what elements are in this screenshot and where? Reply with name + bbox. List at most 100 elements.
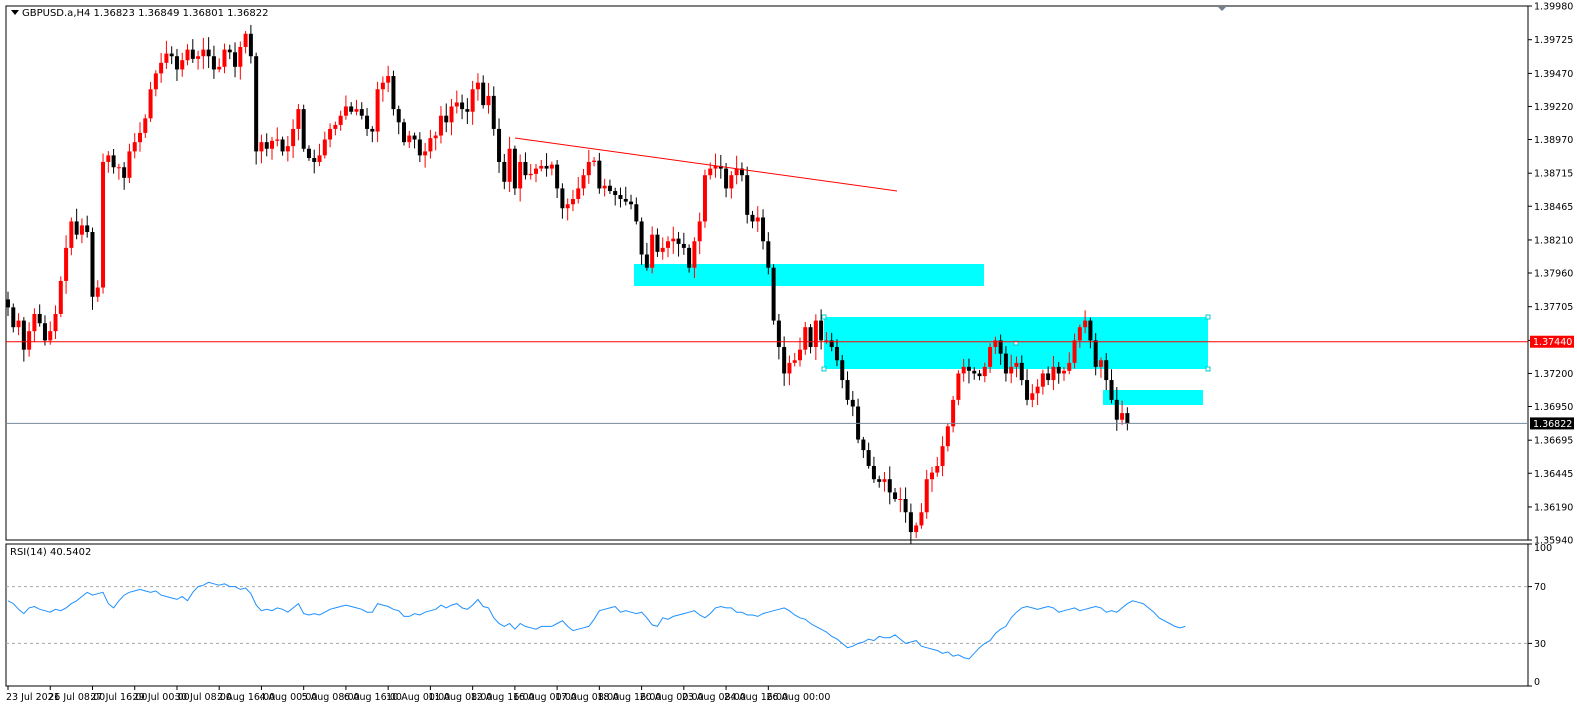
- candle-body: [597, 160, 602, 189]
- candle-body: [79, 225, 84, 235]
- candle: [312, 149, 317, 174]
- chart-shift-marker-icon[interactable]: [1218, 7, 1226, 11]
- candle: [233, 42, 238, 78]
- candle: [58, 276, 63, 318]
- last-price-badge-bg: [1530, 417, 1574, 430]
- candle-body: [1077, 327, 1082, 341]
- candle: [798, 337, 802, 367]
- candle-body: [607, 185, 612, 192]
- price-tick-label: 1.37200: [1534, 369, 1573, 380]
- candle: [95, 280, 100, 302]
- candle-body: [238, 46, 243, 67]
- candle: [882, 471, 887, 492]
- candle-body: [729, 175, 734, 189]
- candle-body: [692, 241, 697, 268]
- symbol-dropdown-icon[interactable]: [11, 10, 19, 15]
- candle-body: [470, 89, 475, 112]
- price-tick-label: 1.39470: [1534, 69, 1573, 80]
- candle-body: [164, 53, 169, 63]
- candle-body: [433, 135, 438, 139]
- candle-body: [211, 56, 216, 70]
- candle: [465, 98, 470, 125]
- candle: [523, 152, 528, 180]
- rsi-axis: 100 70 30 0: [1528, 543, 1552, 688]
- candle-body: [687, 247, 692, 268]
- candle: [354, 99, 359, 116]
- candle-body: [718, 165, 723, 169]
- candle-body: [787, 362, 792, 374]
- zone-box-lower-right[interactable]: [1103, 390, 1203, 405]
- candle-body: [655, 234, 660, 252]
- rsi-label: RSI(14) 40.5402: [10, 547, 91, 558]
- price-lines[interactable]: [6, 341, 1528, 424]
- candle: [534, 163, 538, 183]
- candle-body: [359, 109, 364, 116]
- candle: [676, 231, 681, 257]
- candle: [53, 305, 58, 339]
- candle-body: [871, 465, 876, 480]
- candle-body: [21, 320, 26, 350]
- candle: [106, 151, 111, 173]
- candle-body: [11, 307, 16, 328]
- candle: [507, 136, 512, 193]
- candle: [755, 206, 760, 232]
- candle: [560, 183, 565, 219]
- candle-body: [887, 479, 892, 493]
- candle-body: [449, 106, 454, 123]
- candle-body: [42, 323, 47, 341]
- zone-box-upper-left[interactable]: [634, 264, 984, 286]
- candle: [639, 217, 644, 265]
- candle: [375, 81, 380, 143]
- candle: [338, 110, 343, 131]
- candle: [69, 217, 74, 256]
- candle: [966, 358, 971, 384]
- candlesticks: [6, 24, 1130, 545]
- candle-body: [343, 106, 348, 116]
- candle-body: [428, 138, 433, 152]
- candle-body: [1040, 373, 1045, 387]
- rsi-line: [7, 581, 1186, 660]
- candle-body: [1030, 393, 1035, 400]
- candle-body: [111, 155, 116, 168]
- candle-body: [1003, 353, 1008, 374]
- candle: [1056, 362, 1061, 384]
- zone-handle-top-right[interactable]: [1205, 314, 1211, 320]
- price-tick-label: 1.39220: [1534, 102, 1573, 113]
- candle: [808, 324, 813, 354]
- candle-body: [549, 164, 554, 169]
- candle-body: [618, 195, 623, 199]
- candle-body: [90, 232, 95, 297]
- candle-body: [37, 313, 42, 324]
- candle: [407, 130, 412, 149]
- candle-body: [850, 399, 855, 407]
- candle-body: [834, 347, 839, 361]
- candle-body: [782, 347, 787, 374]
- candle: [893, 488, 898, 502]
- candle-body: [930, 472, 934, 480]
- candle-body: [745, 175, 750, 215]
- candle: [148, 81, 153, 122]
- candle: [238, 41, 243, 80]
- candle: [270, 136, 274, 160]
- candle: [423, 143, 428, 168]
- candle: [412, 132, 417, 149]
- trendline[interactable]: [514, 137, 898, 192]
- candle-body: [460, 102, 465, 110]
- candle-body: [349, 106, 354, 112]
- candle-body: [101, 161, 106, 288]
- candle-body: [724, 168, 729, 189]
- candle: [491, 86, 496, 136]
- candle-body: [845, 380, 850, 400]
- candle: [813, 314, 818, 360]
- candle-body: [275, 139, 280, 141]
- zone-handle-bottom-right[interactable]: [1205, 366, 1211, 372]
- candle-body: [407, 135, 412, 143]
- candle: [993, 336, 998, 355]
- zone-handle-bottom-left[interactable]: [821, 366, 827, 372]
- zone-handle-center[interactable]: [1013, 340, 1019, 346]
- candle: [1104, 353, 1109, 391]
- zone-handle-top-left[interactable]: [821, 314, 827, 320]
- candle-body: [914, 525, 919, 533]
- candle-body: [1088, 320, 1093, 341]
